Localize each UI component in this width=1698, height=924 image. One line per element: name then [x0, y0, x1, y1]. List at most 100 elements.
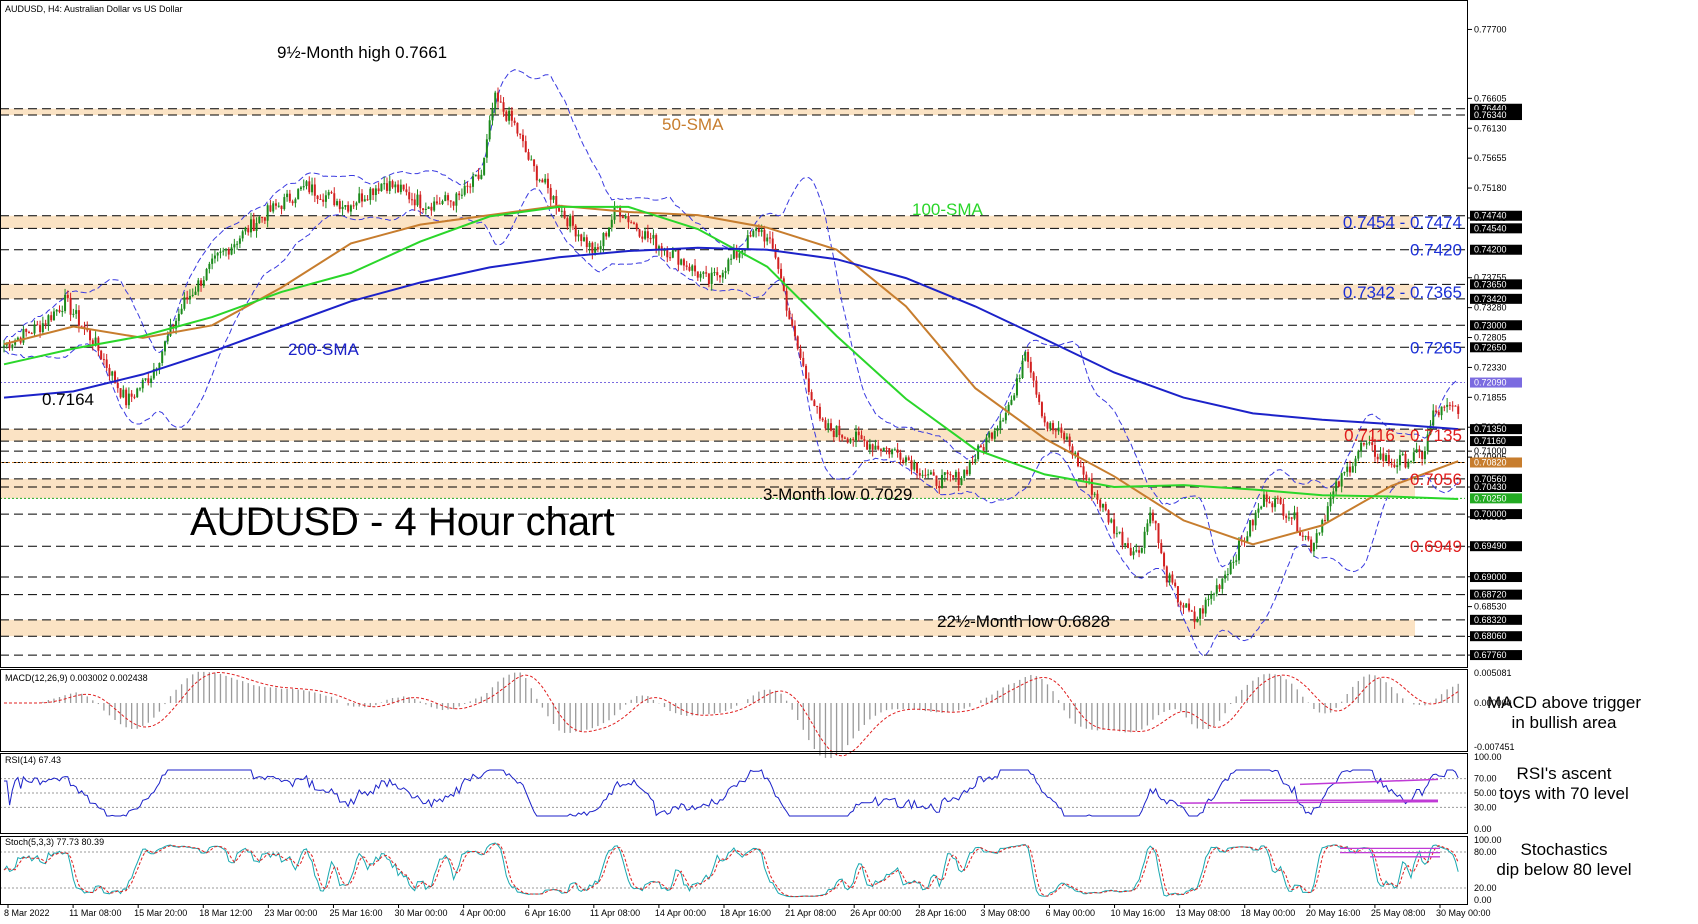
price-tag-box	[1470, 210, 1522, 221]
candle	[269, 200, 272, 213]
candle-body	[691, 265, 694, 271]
candle-body	[1029, 361, 1032, 373]
candle	[144, 378, 147, 382]
candle	[1249, 520, 1252, 538]
candle-body	[1135, 550, 1138, 552]
sma-line-50-sma	[3, 204, 1459, 546]
candle-body	[227, 249, 230, 255]
candle-body	[8, 342, 11, 349]
candle	[194, 286, 197, 296]
sma200-label: 200-SMA	[288, 340, 360, 359]
zone-5	[0, 619, 1415, 637]
price-tag-label: 0.70820	[1474, 457, 1507, 467]
candle	[724, 267, 727, 279]
candle-body	[1179, 602, 1182, 606]
candle	[1235, 554, 1238, 566]
candle	[813, 399, 816, 407]
candle-body	[866, 441, 869, 450]
candle	[1376, 453, 1379, 464]
candle-body	[524, 141, 527, 153]
candle	[713, 267, 716, 277]
candle	[55, 309, 58, 316]
candle	[1179, 600, 1182, 611]
price-tag-label: 0.70250	[1474, 493, 1507, 503]
candle	[361, 189, 364, 208]
candle-body	[316, 195, 319, 200]
candle	[505, 110, 508, 122]
candle-body	[1215, 585, 1218, 594]
candle-body	[216, 252, 219, 256]
candle	[64, 288, 67, 314]
candle	[513, 117, 516, 126]
candle	[258, 215, 261, 224]
candle-body	[1207, 598, 1210, 600]
candle-body	[971, 461, 974, 463]
candle-body	[491, 108, 494, 121]
candle	[1121, 527, 1124, 550]
candle-body	[444, 195, 447, 202]
candle	[1115, 526, 1118, 538]
candle	[538, 178, 541, 183]
candle	[1204, 597, 1207, 617]
candle-body	[957, 471, 960, 486]
candle-body	[416, 194, 419, 206]
level-label-1: 0.7420	[1410, 241, 1462, 260]
candle-body	[624, 215, 627, 219]
candle-body	[1071, 446, 1074, 456]
candle	[347, 201, 350, 214]
candle	[435, 194, 438, 206]
candle-body	[1299, 531, 1302, 536]
candle	[682, 257, 685, 271]
candle-body	[27, 331, 30, 334]
candle	[1190, 609, 1193, 612]
candle-body	[191, 294, 194, 296]
candle-body	[283, 197, 286, 210]
candle	[444, 191, 447, 202]
candle	[319, 194, 322, 201]
candle	[469, 183, 472, 194]
candle	[1132, 547, 1135, 560]
candle-body	[1310, 539, 1313, 552]
candle-body	[1324, 520, 1327, 522]
candle	[1274, 495, 1277, 512]
x-axis-label: 6 Apr 16:00	[525, 908, 571, 918]
x-axis-label: 6 May 00:00	[1045, 908, 1095, 918]
candle-body	[857, 431, 860, 436]
candle-body	[1282, 503, 1285, 516]
candle	[696, 271, 699, 281]
candle	[555, 189, 558, 215]
candle	[1360, 439, 1363, 458]
candle-body	[347, 205, 350, 212]
candle-body	[888, 448, 891, 455]
price-tag-label: 0.76340	[1474, 110, 1507, 120]
candle	[680, 258, 683, 266]
candle-body	[1063, 432, 1066, 440]
candle-body	[233, 244, 236, 248]
x-axis-label: 26 Apr 00:00	[850, 908, 901, 918]
candle-body	[854, 431, 857, 441]
candle-body	[519, 133, 522, 135]
candle-body	[508, 110, 511, 121]
x-axis-label: 15 Mar 20:00	[134, 908, 187, 918]
candle-body	[25, 329, 28, 332]
candle	[1396, 458, 1399, 474]
candle-body	[918, 473, 921, 476]
candle-body	[546, 178, 549, 188]
candle-body	[730, 258, 733, 260]
candle-body	[580, 234, 583, 241]
candle	[971, 455, 974, 465]
candle-body	[1082, 466, 1085, 475]
candle	[943, 472, 946, 482]
candle-body	[1204, 599, 1207, 614]
stoch-panel-frame	[0, 836, 1468, 905]
candle-body	[1068, 436, 1071, 447]
candle	[75, 304, 78, 319]
candle	[1099, 498, 1102, 512]
candle-body	[1115, 533, 1118, 535]
candle	[707, 272, 710, 288]
candle-body	[496, 92, 499, 102]
candle	[1457, 404, 1460, 419]
price-tag-box	[1470, 631, 1522, 642]
candle	[274, 199, 277, 210]
candle-body	[824, 420, 827, 429]
